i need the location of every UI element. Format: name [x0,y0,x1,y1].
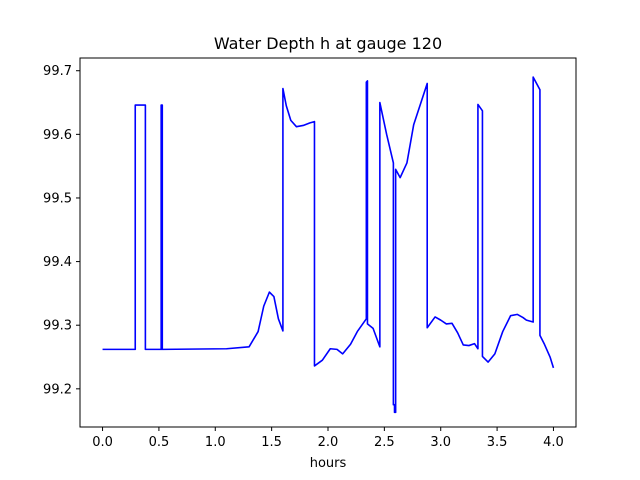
x-tick-label: 3.0 [430,435,451,450]
axis-ticks: 0.0 0.5 1.0 1.5 2.0 2.5 3.0 3.5 4.0 99.2 99.3 99.4 9… [43,64,564,450]
x-tick-label: 1.0 [205,435,226,450]
x-tick-label: 0.0 [92,435,113,450]
y-tick-label: 99.5 [43,191,72,206]
x-tick-label: 4.0 [543,435,564,450]
y-tick-label: 99.3 [43,319,72,334]
axes-frame [79,57,577,428]
y-tick-label: 99.6 [43,128,72,143]
y-tick-label: 99.4 [43,255,72,270]
x-tick-label: 3.5 [487,435,508,450]
x-tick-label: 1.5 [261,435,282,450]
chart-title: Water Depth h at gauge 120 [214,34,442,53]
y-tick-label: 99.2 [43,382,72,397]
x-axis-label: hours [310,456,347,471]
x-tick-label: 2.0 [318,435,339,450]
x-tick-label: 2.5 [374,435,395,450]
plot-area [80,58,576,427]
x-tick-label: 0.5 [149,435,170,450]
y-tick-label: 99.7 [43,64,72,79]
series-line-water-depth [102,76,555,414]
